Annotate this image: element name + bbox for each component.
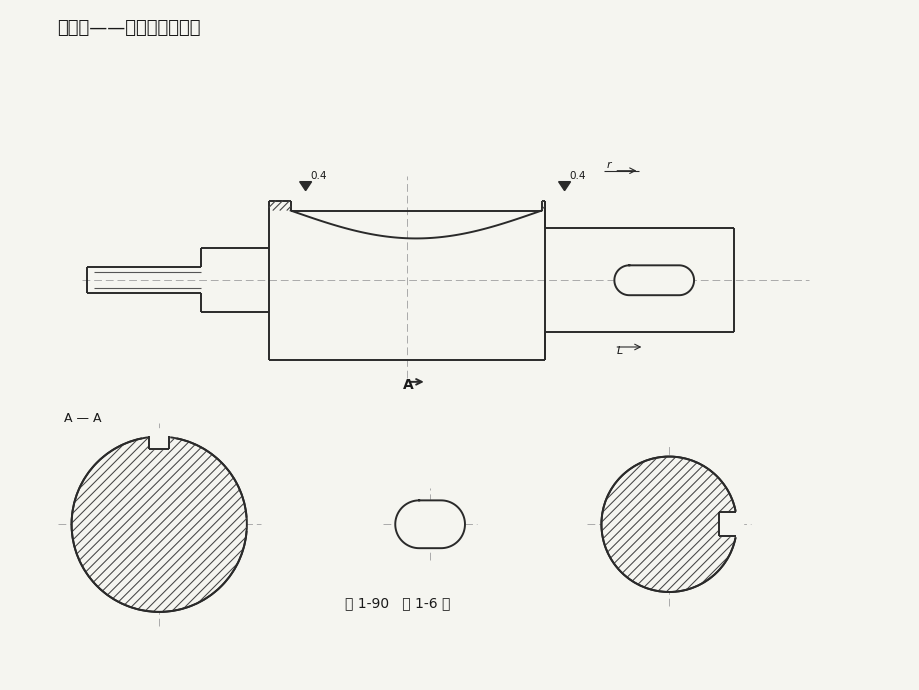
- Text: r: r: [606, 159, 610, 170]
- Text: A — A: A — A: [63, 412, 101, 424]
- Circle shape: [72, 437, 246, 612]
- Text: 0.4: 0.4: [311, 170, 327, 181]
- Text: 第一章——分析结构工艺性: 第一章——分析结构工艺性: [57, 19, 200, 37]
- Text: 0.4: 0.4: [569, 170, 585, 181]
- Text: L: L: [616, 346, 622, 356]
- Polygon shape: [149, 431, 169, 448]
- Text: A: A: [403, 378, 413, 392]
- Polygon shape: [614, 266, 693, 295]
- Polygon shape: [395, 500, 464, 548]
- Polygon shape: [558, 181, 570, 190]
- Polygon shape: [300, 181, 312, 190]
- Polygon shape: [718, 512, 742, 536]
- Circle shape: [601, 457, 736, 592]
- Text: 图 1-90   题 1-6 图: 图 1-90 题 1-6 图: [346, 596, 450, 610]
